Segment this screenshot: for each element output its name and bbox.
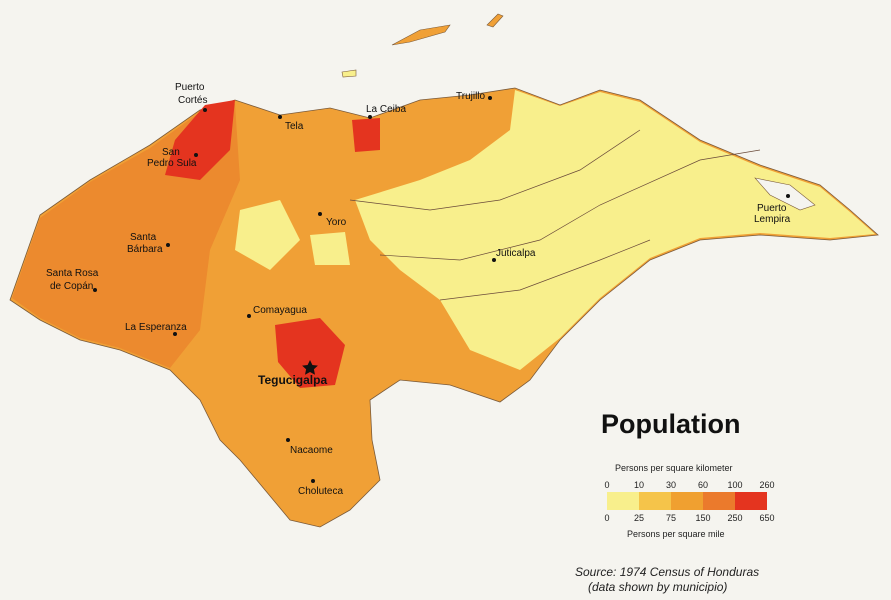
city-label: Puerto: [175, 82, 205, 93]
map-shapes: [9, 13, 879, 528]
city-label: Puerto: [757, 203, 787, 214]
legend-swatch: [607, 492, 639, 510]
city-dot: [278, 115, 282, 119]
legend-swatch: [639, 492, 671, 510]
city-dot: [311, 479, 315, 483]
eastern-region: [355, 90, 875, 370]
city-label: Tela: [285, 121, 304, 132]
legend: 0 10 30 60 100 260 0 25 75 150 250 650: [604, 480, 774, 523]
city-label: Lempira: [754, 214, 791, 225]
city-label: Comayagua: [253, 305, 307, 316]
city-dots: [93, 96, 790, 483]
legend-mile-tick: 25: [634, 513, 644, 523]
legend-mile-tick: 250: [727, 513, 742, 523]
legend-km-tick: 10: [634, 480, 644, 490]
dense-patch: [275, 318, 345, 388]
source-note: Source: 1974 Census of Honduras: [575, 565, 759, 579]
city-label: Santa Rosa: [46, 268, 99, 279]
legend-km-tick: 100: [727, 480, 742, 490]
light-patch: [310, 232, 350, 265]
legend-km-tick: 60: [698, 480, 708, 490]
legend-mile-tick: 650: [759, 513, 774, 523]
legend-swatch: [735, 492, 767, 510]
city-label: La Esperanza: [125, 322, 187, 333]
city-dot: [488, 96, 492, 100]
city-dot: [286, 438, 290, 442]
city-dot: [318, 212, 322, 216]
city-label: de Copán: [50, 281, 93, 292]
dense-patch: [352, 118, 380, 152]
city-dot: [203, 108, 207, 112]
city-labels: Puerto Cortés Tela La Ceiba Trujillo San…: [46, 82, 791, 497]
legend-km-tick: 260: [759, 480, 774, 490]
city-dot: [247, 314, 251, 318]
legend-mile-tick: 75: [666, 513, 676, 523]
city-label: Bárbara: [127, 244, 163, 255]
legend-km-tick: 30: [666, 480, 676, 490]
city-dot: [166, 243, 170, 247]
legend-swatch: [703, 492, 735, 510]
legend-mile-label: Persons per square mile: [627, 529, 725, 539]
bay-island: [391, 24, 451, 46]
city-label: Choluteca: [298, 486, 343, 497]
capital-label: Tegucigalpa: [258, 373, 327, 387]
legend-mile-tick: 150: [695, 513, 710, 523]
legend-km-tick: 0: [604, 480, 609, 490]
city-label: La Ceiba: [366, 104, 406, 115]
city-label: Pedro Sula: [147, 158, 197, 169]
legend-mile-tick: 0: [604, 513, 609, 523]
dense-patch: [165, 100, 235, 180]
legend-km-label: Persons per square kilometer: [615, 463, 733, 473]
city-dot: [368, 115, 372, 119]
city-dot: [173, 332, 177, 336]
bay-island: [486, 13, 504, 28]
bay-island: [341, 69, 357, 78]
city-dot: [194, 153, 198, 157]
city-dot: [786, 194, 790, 198]
source-note: (data shown by municipio): [588, 580, 727, 594]
map-title: Population: [601, 409, 740, 439]
city-label: San: [162, 147, 180, 158]
city-label: Trujillo: [456, 91, 486, 102]
city-label: Cortés: [178, 95, 207, 106]
city-dot: [93, 288, 97, 292]
city-label: Nacaome: [290, 445, 333, 456]
capital-star: [302, 360, 318, 375]
legend-swatch: [671, 492, 703, 510]
city-dot: [492, 258, 496, 262]
city-label: Santa: [130, 232, 157, 243]
city-label: Yoro: [326, 217, 347, 228]
city-label: Juticalpa: [496, 248, 536, 259]
river: [349, 129, 761, 301]
light-patch: [235, 200, 300, 270]
lagoon: [754, 177, 816, 211]
